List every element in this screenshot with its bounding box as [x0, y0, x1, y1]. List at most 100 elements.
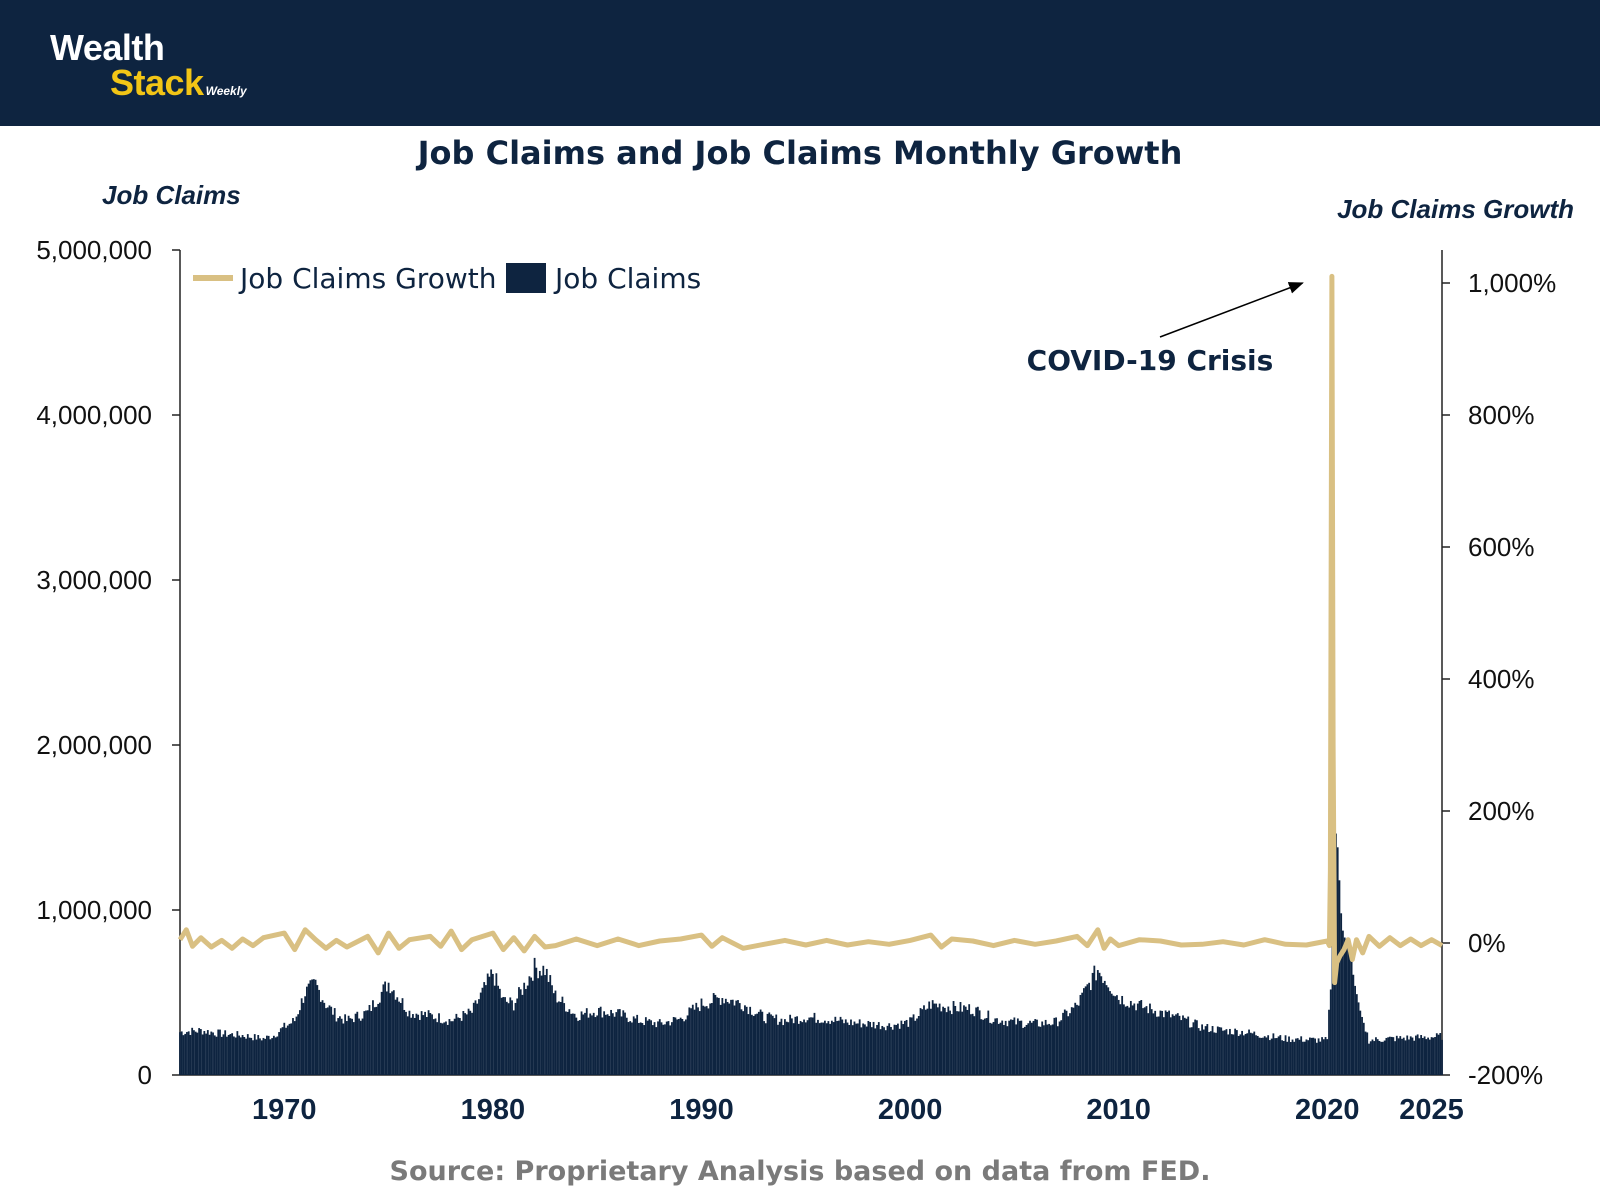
x-tick-label: 2025: [1399, 1094, 1464, 1126]
job-claims-bar: [905, 1019, 908, 1075]
job-claims-bar: [714, 994, 717, 1075]
job-claims-bar: [1055, 1017, 1057, 1075]
job-claims-bar: [1329, 989, 1332, 1075]
job-claims-bar: [283, 1022, 286, 1075]
job-claims-bar: [1149, 1003, 1151, 1075]
job-claims-bar: [186, 1032, 188, 1075]
job-claims-bar: [914, 1020, 917, 1075]
left-axis-title: Job Claims: [102, 180, 241, 210]
job-claims-bar: [1251, 1033, 1254, 1075]
job-claims-bar: [471, 1012, 473, 1075]
job-claims-bar: [1350, 961, 1353, 1075]
job-claims-bar: [952, 1001, 955, 1075]
job-claims-bar: [358, 1018, 360, 1075]
job-claims-bar: [1413, 1040, 1416, 1075]
job-claims-bar: [879, 1029, 882, 1075]
job-claims-bar: [956, 1011, 958, 1075]
job-claims-bar: [1432, 1037, 1435, 1075]
job-claims-bar: [253, 1034, 256, 1075]
job-claims-bar: [782, 1025, 785, 1075]
job-claims-bar: [1162, 1017, 1165, 1075]
job-claims-bar: [865, 1026, 868, 1075]
job-claims-bar: [544, 975, 546, 1075]
job-claims-bar: [893, 1024, 896, 1075]
job-claims-bar: [545, 968, 548, 1075]
job-claims-bar: [1015, 1024, 1018, 1075]
job-claims-bar: [627, 1022, 630, 1075]
job-claims-bar: [834, 1016, 837, 1075]
job-claims-bar: [968, 1004, 971, 1075]
job-claims-bar: [408, 1010, 411, 1075]
right-axis-title: Job Claims Growth: [1337, 194, 1574, 224]
job-claims-bar: [1190, 1027, 1193, 1075]
job-claims-bar: [255, 1039, 258, 1075]
job-claims-bar: [1298, 1039, 1301, 1075]
job-claims-bar: [342, 1023, 345, 1075]
job-claims-bar: [305, 986, 308, 1075]
job-claims-bar: [987, 1010, 990, 1075]
job-claims-bar: [213, 1035, 216, 1075]
job-claims-bar: [997, 1023, 1000, 1075]
job-claims-bar: [970, 1014, 972, 1075]
job-claims-bar: [566, 1011, 569, 1075]
job-claims-bar: [1013, 1017, 1016, 1075]
job-claims-bar: [241, 1035, 244, 1075]
job-claims-bar: [711, 1003, 713, 1075]
job-claims-bar: [775, 1014, 778, 1075]
job-claims-bar: [1156, 1016, 1158, 1075]
job-claims-bar: [869, 1022, 872, 1075]
job-claims-bar: [297, 1014, 300, 1075]
job-claims-bar: [945, 1012, 948, 1075]
job-claims-bar: [592, 1012, 595, 1075]
job-claims-bar: [1196, 1020, 1198, 1075]
job-claims-bar: [558, 1001, 560, 1075]
job-claims-bar: [392, 990, 395, 1075]
right-tick-label: 600%: [1468, 532, 1535, 562]
job-claims-bar: [808, 1017, 811, 1075]
job-claims-bar: [745, 1006, 748, 1075]
job-claims-bar: [1077, 1005, 1080, 1075]
job-claims-bar: [432, 1019, 435, 1075]
job-claims-bar: [1352, 974, 1355, 1075]
job-claims-bar: [754, 1014, 757, 1075]
job-claims-bar: [1129, 1000, 1132, 1075]
job-claims-bar: [1409, 1036, 1412, 1075]
job-claims-bar: [1326, 1039, 1329, 1075]
job-claims-bar: [1411, 1037, 1414, 1075]
job-claims-bar: [613, 1016, 616, 1075]
job-claims-bar: [347, 1015, 350, 1075]
job-claims-bar: [907, 1026, 910, 1075]
job-claims-bar: [989, 1022, 991, 1075]
job-claims-bar: [1089, 990, 1092, 1075]
job-claims-bar: [1070, 1007, 1073, 1075]
job-claims-bar: [683, 1021, 686, 1075]
job-claims-bar: [749, 1006, 752, 1075]
job-claims-bar: [924, 1009, 927, 1075]
job-claims-bar: [528, 976, 531, 1075]
job-claims-bar: [1343, 937, 1346, 1075]
job-claims-bar: [611, 1013, 614, 1075]
left-tick-label: 1,000,000: [36, 895, 152, 925]
job-claims-bar: [1348, 950, 1351, 1075]
job-claims-bar: [577, 1020, 579, 1075]
job-claims-bar: [978, 1010, 981, 1075]
job-claims-bar: [206, 1030, 209, 1075]
job-claims-bar: [420, 1011, 423, 1075]
job-claims-bar: [412, 1014, 414, 1075]
job-claims-bar: [761, 1011, 764, 1075]
job-claims-bar: [1275, 1038, 1278, 1075]
job-claims-bar: [1277, 1036, 1280, 1075]
job-claims-bar: [837, 1020, 840, 1075]
job-claims-bar: [399, 1002, 402, 1075]
job-claims-bar: [813, 1012, 816, 1075]
job-claims-bar: [208, 1034, 211, 1075]
job-claims-bar: [1249, 1032, 1252, 1075]
job-claims-bar: [387, 982, 390, 1075]
job-claims-bar: [1136, 1003, 1139, 1075]
job-claims-bar: [1230, 1034, 1233, 1075]
job-claims-bar: [839, 1016, 842, 1075]
x-tick-label: 2020: [1295, 1094, 1360, 1126]
job-claims-bar: [312, 979, 315, 1075]
job-claims-bar: [596, 1015, 599, 1075]
job-claims-bar: [1362, 1022, 1365, 1075]
